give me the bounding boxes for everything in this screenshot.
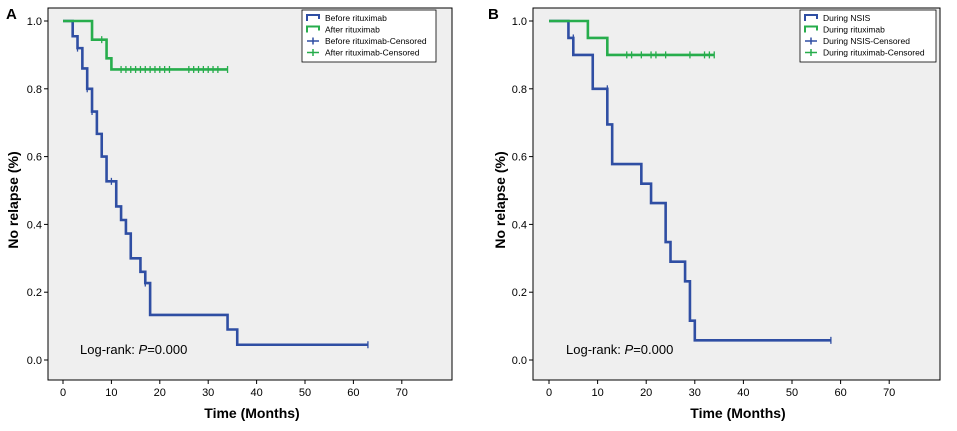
y-tick-label: 0.0 bbox=[512, 355, 527, 367]
logrank-value: =0.000 bbox=[633, 342, 673, 357]
y-axis-title: No relapse (%) bbox=[492, 151, 508, 248]
legend-label: During rituximab bbox=[823, 25, 885, 35]
legend-label: After rituximab bbox=[325, 25, 380, 35]
x-axis-title: Time (Months) bbox=[690, 405, 785, 421]
plot-area bbox=[532, 7, 941, 381]
x-tick-label: 70 bbox=[883, 387, 895, 399]
legend-swatch bbox=[804, 25, 818, 33]
logrank-prefix: Log-rank: bbox=[80, 342, 139, 357]
legend-label: During NSIS-Censored bbox=[823, 36, 910, 46]
y-tick-label: 0.8 bbox=[27, 84, 42, 96]
x-tick-label: 20 bbox=[154, 387, 166, 399]
x-tick-label: 40 bbox=[250, 387, 262, 399]
logrank-prefix: Log-rank: bbox=[566, 342, 625, 357]
legend-box bbox=[301, 9, 437, 63]
x-tick-label: 0 bbox=[60, 387, 66, 399]
logrank-value: =0.000 bbox=[147, 342, 187, 357]
y-tick-label: 1.0 bbox=[27, 16, 42, 28]
y-tick-label: 0.4 bbox=[512, 219, 527, 231]
panel-a: A 0.0 0.2 0.4 0.6 0.8 1.0 0 10 20 30 40 50 60 70 No rel… bbox=[5, 6, 453, 421]
plot-area bbox=[47, 7, 453, 381]
panel-letter: A bbox=[6, 6, 17, 23]
y-axis-title: No relapse (%) bbox=[5, 151, 21, 248]
logrank-annotation: Log-rank: P=0.000 bbox=[566, 342, 673, 357]
panel-letter: B bbox=[488, 6, 499, 23]
x-tick-label: 40 bbox=[737, 387, 749, 399]
y-tick-label: 0.2 bbox=[512, 287, 527, 299]
x-tick-label: 10 bbox=[105, 387, 117, 399]
y-tick-label: 1.0 bbox=[512, 16, 527, 28]
x-tick-label: 30 bbox=[689, 387, 701, 399]
km-curve-blue bbox=[549, 19, 831, 342]
x-tick-label: 0 bbox=[546, 387, 552, 399]
x-tick-label: 10 bbox=[591, 387, 603, 399]
km-curve-green bbox=[549, 19, 715, 57]
logrank-p: P bbox=[625, 342, 634, 357]
x-tick-label: 60 bbox=[347, 387, 359, 399]
y-tick-label: 0.2 bbox=[27, 287, 42, 299]
legend-swatch bbox=[804, 14, 818, 21]
x-tick-label: 50 bbox=[786, 387, 798, 399]
y-tick-label: 0.6 bbox=[27, 152, 42, 164]
y-tick-label: 0.0 bbox=[27, 355, 42, 367]
y-tick-label: 0.8 bbox=[512, 84, 527, 96]
x-tick-label: 70 bbox=[396, 387, 408, 399]
x-axis-title: Time (Months) bbox=[204, 405, 299, 421]
legend-swatch bbox=[306, 25, 320, 33]
legend-swatch bbox=[306, 14, 320, 21]
y-tick-label: 0.6 bbox=[512, 152, 527, 164]
legend-label: During rituximab-Censored bbox=[823, 48, 925, 58]
x-tick-label: 60 bbox=[834, 387, 846, 399]
x-tick-label: 50 bbox=[299, 387, 311, 399]
panel-b: B 0.0 0.2 0.4 0.6 0.8 1.0 0 10 20 30 40 50 60 70 No rel… bbox=[488, 6, 941, 421]
legend-box bbox=[799, 9, 937, 63]
legend-label: Before rituximab-Censored bbox=[325, 36, 427, 46]
km-curve-blue bbox=[63, 19, 368, 347]
legend-label: During NSIS bbox=[823, 13, 871, 23]
y-tick-label: 0.4 bbox=[27, 219, 42, 231]
legend-label: After rituximab-Censored bbox=[325, 48, 420, 58]
x-tick-label: 20 bbox=[640, 387, 652, 399]
legend-label: Before rituximab bbox=[325, 13, 387, 23]
logrank-annotation: Log-rank: P=0.000 bbox=[80, 342, 187, 357]
x-tick-label: 30 bbox=[202, 387, 214, 399]
km-curve-green bbox=[63, 19, 228, 71]
logrank-p: P bbox=[139, 342, 148, 357]
